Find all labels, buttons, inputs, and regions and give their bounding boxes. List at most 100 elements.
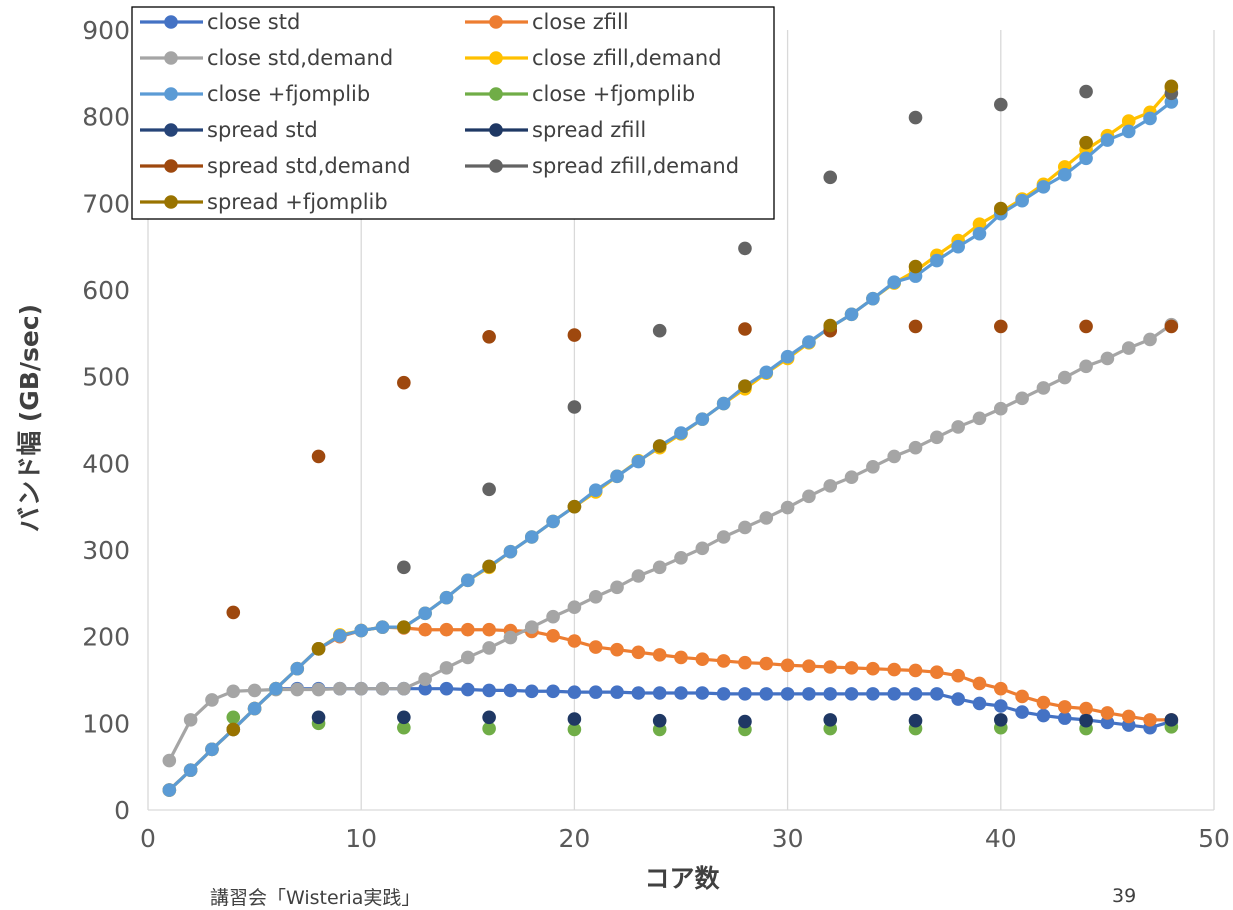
series-4-point-40 xyxy=(1015,193,1029,208)
legend-item-6: spread std xyxy=(140,118,318,142)
series-0-line xyxy=(168,687,1172,792)
series-2-point-30 xyxy=(802,489,816,504)
legend-item-3: close zfill,demand xyxy=(465,46,722,70)
series-4-point-13 xyxy=(439,590,454,605)
x-tick-label-3: 30 xyxy=(772,824,804,853)
legend-swatch-marker-1 xyxy=(489,15,503,29)
series-1-point-40 xyxy=(1015,689,1029,704)
series-4-point-30 xyxy=(802,335,816,349)
legend-item-0: close std xyxy=(140,10,300,34)
series-0-point-42 xyxy=(1057,711,1072,725)
series-10-point-2 xyxy=(397,620,411,634)
series-1-point-44 xyxy=(1100,706,1115,720)
legend-swatch-marker-5 xyxy=(489,87,503,101)
series-0-point-13 xyxy=(439,681,454,696)
series-0-point-19 xyxy=(567,685,582,699)
series-10-point-9 xyxy=(994,201,1008,216)
series-2-point-37 xyxy=(951,420,965,434)
series-2-point-15 xyxy=(482,641,496,655)
series-0-point-35 xyxy=(908,687,923,701)
series-8-point-7 xyxy=(908,319,923,334)
legend-item-5: close +fjomplib xyxy=(465,82,695,106)
series-9-point-5 xyxy=(823,170,838,185)
series-1-point-13 xyxy=(439,622,454,637)
series-1-point-32 xyxy=(844,661,859,675)
series-8-point-3 xyxy=(482,330,496,344)
series-2-point-17 xyxy=(524,620,539,634)
series-4-point-44 xyxy=(1100,133,1115,147)
series-4-point-35 xyxy=(908,269,923,283)
series-5-point-4 xyxy=(567,722,582,737)
legend-label-2: close std,demand xyxy=(207,46,393,70)
series-2-point-23 xyxy=(652,560,667,575)
series-2-point-4 xyxy=(247,683,262,698)
series-3-point-38 xyxy=(972,217,987,231)
legend-swatch-marker-10 xyxy=(164,195,178,209)
x-tick-label-0: 0 xyxy=(140,824,156,853)
series-2-point-46 xyxy=(1143,332,1157,347)
series-4-point-45 xyxy=(1121,124,1136,139)
series-4-point-42 xyxy=(1057,167,1072,182)
x-tick-label-2: 20 xyxy=(558,824,590,853)
series-1-point-35 xyxy=(908,663,923,678)
series-1-point-39 xyxy=(994,681,1008,696)
series-9-point-4 xyxy=(738,241,752,256)
series-7-point-7 xyxy=(908,713,923,728)
series-8-point-4 xyxy=(567,328,582,342)
series-0-point-16 xyxy=(503,683,518,698)
series-10-point-11 xyxy=(1164,79,1179,94)
series-5-point-2 xyxy=(397,720,411,735)
x-tick-label-1: 10 xyxy=(345,824,377,853)
series-1-point-26 xyxy=(716,654,731,668)
series-4-point-0 xyxy=(162,783,177,797)
legend-label-10: spread +fjomplib xyxy=(207,190,388,214)
series-2-point-7 xyxy=(311,682,326,697)
series-0-point-33 xyxy=(866,687,880,701)
series-0-point-28 xyxy=(759,687,774,701)
series-4-point-43 xyxy=(1079,151,1093,166)
series-1-point-37 xyxy=(951,668,965,683)
series-0-point-27 xyxy=(738,687,752,701)
series-2-point-18 xyxy=(546,609,560,624)
series-8-point-0 xyxy=(226,605,241,620)
series-4-point-24 xyxy=(674,426,688,440)
series-9-point-1 xyxy=(482,482,496,497)
series-1-point-43 xyxy=(1079,701,1093,716)
series-10-point-6 xyxy=(738,379,752,394)
y-tick-label-4: 400 xyxy=(82,449,130,478)
legend-item-8: spread std,demand xyxy=(140,154,411,178)
series-1-point-45 xyxy=(1121,709,1136,724)
series-1-point-12 xyxy=(418,622,432,637)
series-10-point-3 xyxy=(482,559,496,574)
series-4-point-34 xyxy=(887,275,901,290)
y-tick-label-8: 800 xyxy=(82,103,130,132)
series-1-point-20 xyxy=(588,640,603,654)
series-0-point-44 xyxy=(1100,715,1115,730)
x-tick-label-4: 40 xyxy=(985,824,1017,853)
series-1-point-28 xyxy=(759,656,774,671)
series-0-point-30 xyxy=(802,687,816,701)
series-2-point-25 xyxy=(695,541,710,556)
series-2-point-6 xyxy=(290,682,305,697)
y-tick-label-1: 100 xyxy=(82,709,130,738)
series-1-point-14 xyxy=(461,622,475,637)
series-4-point-5 xyxy=(269,681,283,696)
series-0-point-26 xyxy=(716,687,731,701)
series-2-point-39 xyxy=(994,401,1008,416)
series-10-point-7 xyxy=(823,318,838,333)
series-2-point-26 xyxy=(716,530,731,544)
series-7-point-5 xyxy=(738,714,752,729)
series-0-point-34 xyxy=(887,687,901,701)
series-2-point-32 xyxy=(844,470,859,485)
series-1-point-41 xyxy=(1036,695,1051,710)
series-1-point-15 xyxy=(482,622,496,637)
series-1-point-19 xyxy=(567,634,582,648)
y-tick-label-0: 0 xyxy=(114,796,130,825)
series-1-point-29 xyxy=(780,658,795,673)
series-2-point-43 xyxy=(1079,359,1093,374)
series-0-point-22 xyxy=(631,686,646,700)
legend-item-10: spread +fjomplib xyxy=(140,190,388,214)
series-10-point-1 xyxy=(311,642,326,656)
series-0-point-15 xyxy=(482,683,496,698)
series-0-point-18 xyxy=(546,684,560,699)
